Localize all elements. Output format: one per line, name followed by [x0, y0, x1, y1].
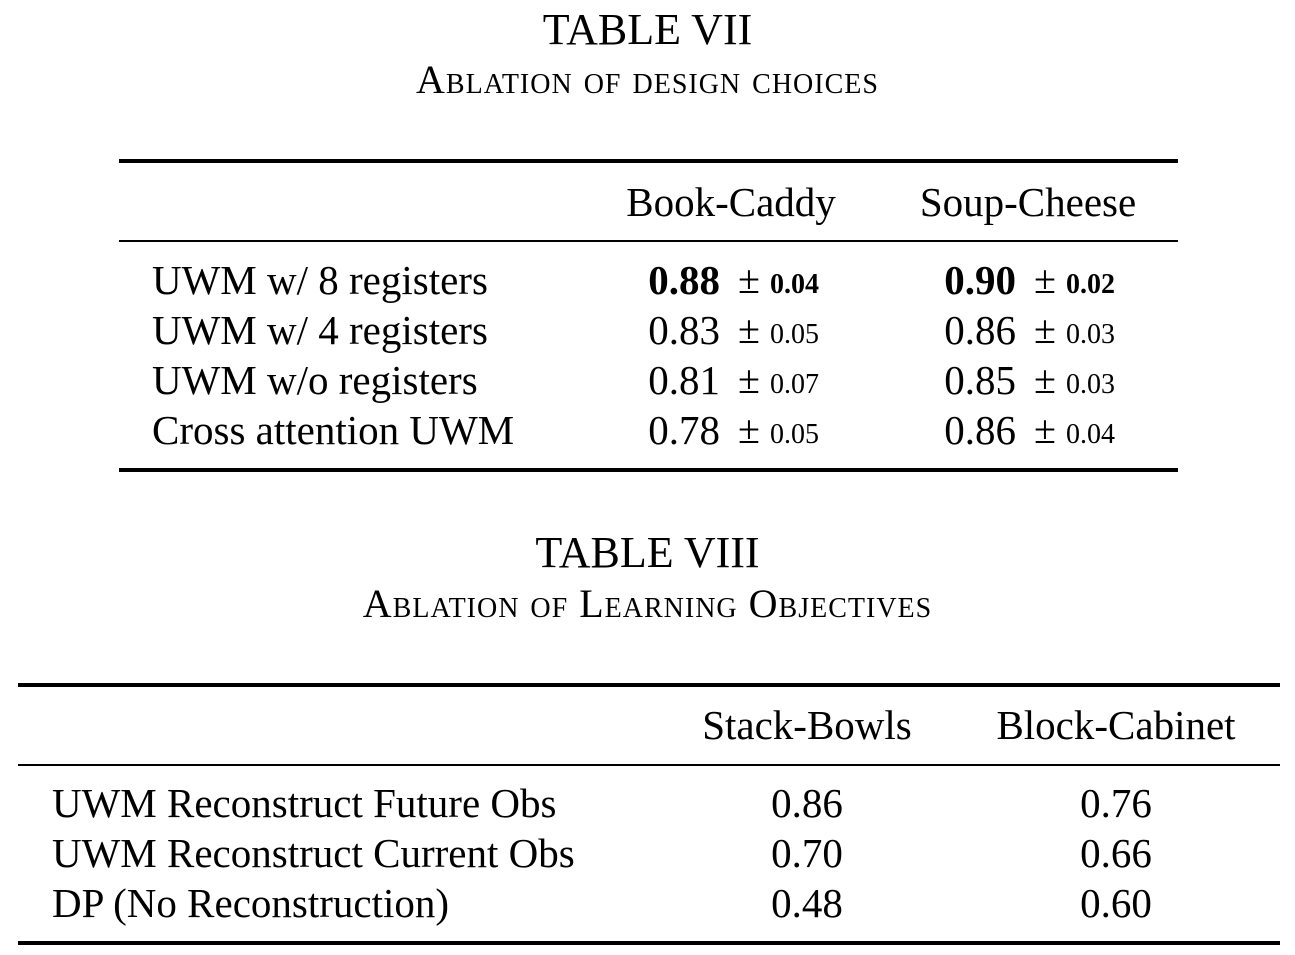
table8-header-rule	[18, 764, 1280, 766]
table7-number: TABLE VII	[542, 5, 753, 54]
pm-symbol: ±	[738, 407, 760, 452]
table8-row-label: DP (No Reconstruction)	[52, 880, 450, 926]
table7-std: ± 0.05	[738, 408, 819, 457]
table7-col-header-soup-cheese: Soup-Cheese	[919, 179, 1137, 225]
std-value: 0.02	[1065, 269, 1115, 300]
table8-value: 0.70	[771, 830, 843, 876]
table8-row-label: UWM Reconstruct Current Obs	[52, 830, 575, 876]
table7-row-label: UWM w/ 8 registers	[152, 257, 488, 303]
table7-value: 0.86	[944, 307, 1016, 353]
std-value: 0.05	[769, 319, 819, 350]
table7-value: 0.81	[648, 357, 720, 403]
table7-bottom-rule	[119, 468, 1178, 472]
table7-value: 0.78	[648, 407, 720, 453]
table8-value: 0.66	[1080, 830, 1152, 876]
pm-symbol: ±	[738, 357, 760, 402]
table7-row-label: UWM w/o registers	[152, 357, 478, 403]
table7-row-label: UWM w/ 4 registers	[152, 307, 488, 353]
pm-symbol: ±	[738, 257, 760, 302]
table8-number: TABLE VIII	[535, 528, 760, 577]
table8-bottom-rule	[18, 941, 1280, 945]
table8-value: 0.76	[1080, 780, 1152, 826]
table7-std: ± 0.03	[1034, 358, 1115, 407]
table8-value: 0.86	[771, 780, 843, 826]
table7-std: ± 0.02	[1034, 258, 1115, 307]
table8-col-header-block-cabinet: Block-Cabinet	[996, 702, 1236, 748]
table7-std: ± 0.04	[1034, 408, 1115, 457]
table8-col-header-stack-bowls: Stack-Bowls	[702, 702, 912, 748]
table7-row-label: Cross attention UWM	[152, 407, 515, 453]
pm-symbol: ±	[1034, 307, 1056, 352]
table8-value: 0.60	[1080, 880, 1152, 926]
table7-value: 0.88	[648, 257, 720, 303]
table7-std: ± 0.04	[738, 258, 819, 307]
table8-top-rule	[18, 683, 1280, 687]
std-value: 0.04	[769, 269, 819, 300]
table7-value: 0.85	[944, 357, 1016, 403]
table7-std: ± 0.05	[738, 308, 819, 357]
table8-row-label: UWM Reconstruct Future Obs	[52, 780, 557, 826]
std-value: 0.04	[1065, 419, 1115, 450]
table7-header-rule	[119, 240, 1178, 242]
std-value: 0.05	[769, 419, 819, 450]
table7-value: 0.90	[944, 257, 1016, 303]
table7-std: ± 0.07	[738, 358, 819, 407]
pm-symbol: ±	[738, 307, 760, 352]
table7-value: 0.86	[944, 407, 1016, 453]
table8-value: 0.48	[771, 880, 843, 926]
pm-symbol: ±	[1034, 257, 1056, 302]
std-value: 0.03	[1065, 319, 1115, 350]
pm-symbol: ±	[1034, 407, 1056, 452]
table7-std: ± 0.03	[1034, 308, 1115, 357]
table7-col-header-book-caddy: Book-Caddy	[626, 179, 836, 225]
pm-symbol: ±	[1034, 357, 1056, 402]
table7-value: 0.83	[648, 307, 720, 353]
std-value: 0.03	[1065, 369, 1115, 400]
table7-top-rule	[119, 159, 1178, 163]
std-value: 0.07	[769, 369, 819, 400]
table7-title: Ablation of design choices	[416, 57, 879, 102]
table8-title: Ablation of Learning Objectives	[362, 581, 933, 626]
